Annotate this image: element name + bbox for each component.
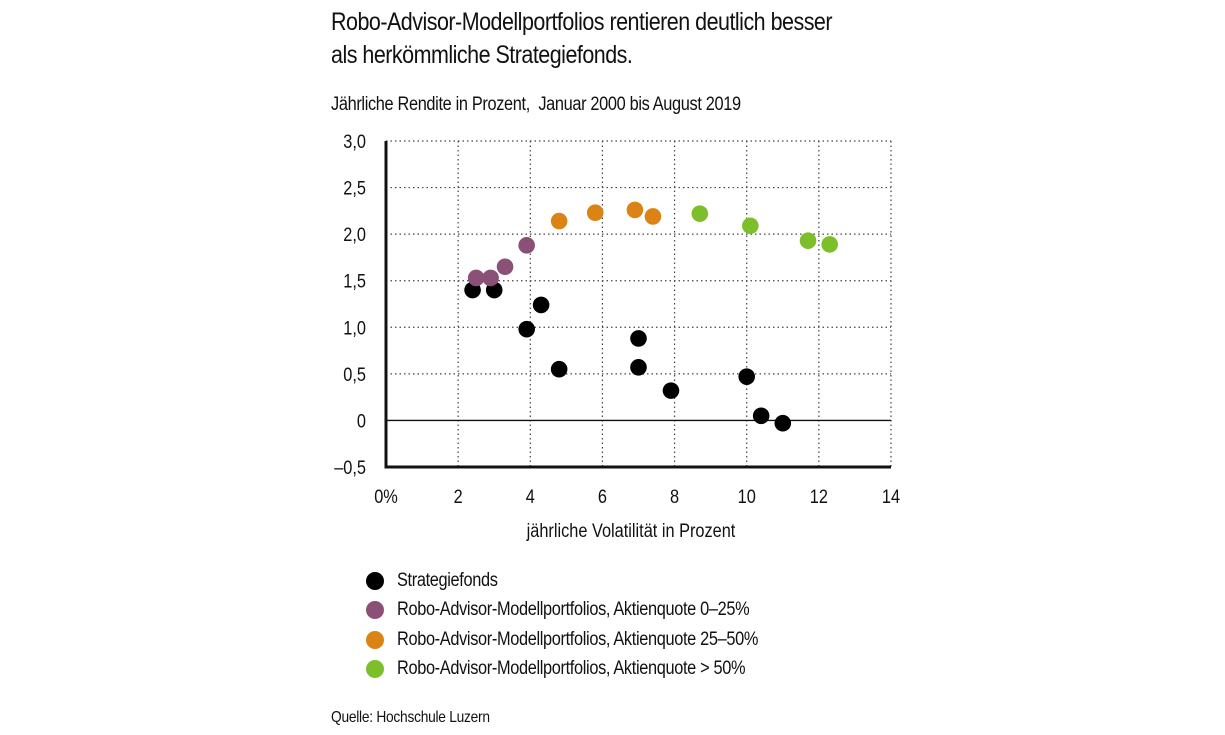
chart-legend: Strategiefonds Robo-Advisor-Modellportfol… [366, 566, 817, 684]
tick-labels: 3,0 2,5 2,0 1,5 1,0 0,5 0 –0,5 0% 2 4 6 8 10 12 14 [334, 131, 900, 507]
y-tick-label: –0,5 [334, 457, 366, 478]
chart-title: Robo-Advisor-Modellportfolios rentieren … [331, 6, 847, 72]
data-point [821, 236, 838, 253]
legend-item: Strategiefonds [366, 566, 817, 596]
y-tick-label: 2,5 [343, 177, 366, 198]
grid-lines [386, 140, 892, 467]
data-point [532, 296, 550, 314]
data-point [467, 269, 485, 287]
legend-item: Robo-Advisor-Modellportfolios, Aktienquo… [366, 655, 817, 685]
chart-title-line-2: als herkömmliche Strategiefonds. [331, 41, 633, 69]
axes [384, 141, 891, 469]
y-tick-label: 1,0 [343, 317, 366, 338]
y-tick-label: 3,0 [343, 131, 366, 152]
x-tick-label: 10 [738, 486, 756, 507]
data-point [738, 368, 756, 385]
data-point [550, 360, 568, 378]
x-tick-label: 12 [810, 486, 828, 507]
data-points [464, 201, 838, 432]
legend-item: Robo-Advisor-Modellportfolios, Aktienquo… [366, 625, 817, 655]
data-point [774, 414, 792, 432]
legend-marker [366, 630, 384, 649]
legend-label: Robo-Advisor-Modellportfolios, Aktienquo… [397, 658, 746, 680]
data-point [586, 204, 604, 222]
y-tick-label: 2,0 [343, 224, 366, 245]
data-point [752, 407, 770, 425]
legend-marker [366, 660, 384, 679]
x-tick-label: 14 [882, 486, 900, 507]
data-point [626, 201, 644, 219]
data-point [742, 217, 759, 235]
source-note: Quelle: Hochschule Luzern [331, 709, 490, 726]
data-point [496, 258, 514, 276]
data-point [518, 320, 535, 338]
data-point [691, 205, 709, 222]
data-point [662, 382, 680, 399]
legend-label: Strategiefonds [397, 569, 498, 591]
legend-marker [366, 601, 384, 620]
x-axis-title: jährliche Volatilität in Prozent [526, 520, 736, 541]
data-point [630, 330, 647, 347]
y-tick-label: 0,5 [343, 364, 366, 385]
legend-label: Robo-Advisor-Modellportfolios, Aktienquo… [397, 599, 750, 621]
scatter-chart: 3,0 2,5 2,0 1,5 1,0 0,5 0 –0,5 0% 2 4 6 8 10 12 14 jähr… [334, 131, 900, 541]
x-tick-label: 8 [670, 486, 679, 507]
y-tick-label: 0 [357, 410, 366, 431]
x-tick-label: 4 [526, 486, 535, 507]
y-tick-label: 1,5 [343, 271, 366, 292]
data-point [644, 208, 662, 225]
x-tick-label: 6 [598, 486, 607, 507]
data-point [550, 212, 568, 230]
data-point [482, 269, 499, 287]
x-tick-label: 0% [374, 486, 398, 507]
legend-label: Robo-Advisor-Modellportfolios, Aktienquo… [397, 628, 759, 650]
legend-item: Robo-Advisor-Modellportfolios, Aktienquo… [366, 596, 817, 626]
data-point [518, 237, 535, 254]
chart-title-line-1: Robo-Advisor-Modellportfolios rentieren … [331, 8, 833, 36]
legend-marker [366, 571, 384, 590]
data-point [799, 232, 817, 249]
chart-subtitle: Jährliche Rendite in Prozent, Januar 200… [331, 94, 741, 115]
data-point [630, 359, 647, 376]
x-tick-label: 2 [454, 486, 463, 507]
